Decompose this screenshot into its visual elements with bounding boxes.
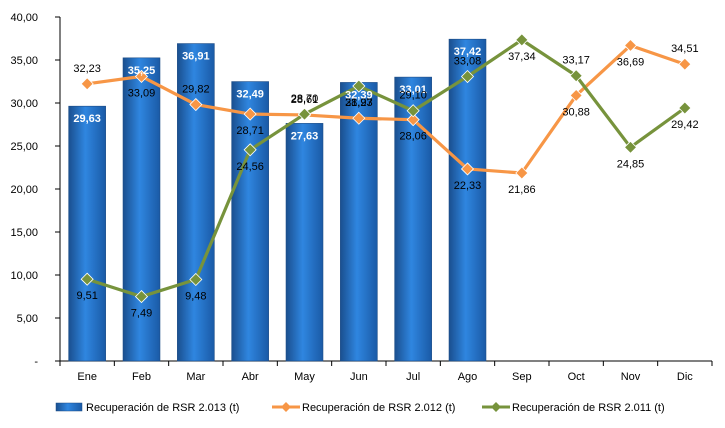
series-2012-marker	[189, 97, 203, 112]
series-2012-data-label: 29,82	[182, 84, 210, 96]
x-tick-label: May	[294, 371, 315, 383]
series-2012-marker	[678, 57, 692, 71]
series-2012-data-label: 33,09	[128, 87, 156, 99]
series-2011-data-label: 31,97	[345, 97, 373, 109]
x-tick-label: Ene	[77, 371, 97, 383]
series-2012-data-label: 36,69	[617, 56, 645, 68]
y-tick-label: 20,00	[10, 184, 38, 196]
series-2011-data-label: 24,85	[617, 158, 645, 170]
series-2011-marker	[623, 140, 638, 154]
series-2011-data-label: 29,42	[671, 119, 699, 131]
bar-series	[68, 38, 487, 362]
series-2012-data-label: 34,51	[671, 43, 699, 55]
series-2011-marker	[297, 107, 312, 121]
series-2012-marker	[515, 166, 529, 180]
series-2011-data-label: 9,48	[185, 290, 206, 302]
x-tick-label: Abr	[242, 371, 259, 383]
x-tick-label: Ago	[458, 371, 478, 383]
series-2011-marker	[678, 101, 692, 115]
x-tick-label: Jun	[350, 371, 368, 383]
series-2012-data-label: 28,61	[291, 94, 319, 106]
bar	[68, 105, 106, 362]
legend-swatch-marker	[281, 402, 291, 412]
y-tick-label: 10,00	[10, 270, 38, 282]
series-2012-marker	[80, 77, 94, 91]
legend-swatch-marker	[491, 402, 501, 412]
bar	[231, 81, 269, 362]
series-2011-marker	[80, 272, 94, 286]
series-2011-marker	[352, 79, 366, 93]
x-axis: Ene Feb Mar Abr May Jun Jul Ago Sep Oct Nov Dic	[59, 360, 713, 383]
series-2012-marker	[243, 107, 257, 121]
bar-data-label: 35,25	[128, 65, 156, 77]
x-tick-label: Feb	[132, 371, 151, 383]
series-2012-data-label: 28,06	[399, 131, 427, 143]
series-2011-data-label: 28,70	[291, 93, 319, 105]
series-2011-marker	[243, 143, 257, 157]
x-tick-label: Nov	[621, 371, 641, 383]
legend: Recuperación de RSR 2.013 (t) Recuperació…	[55, 402, 665, 414]
x-tick-label: Mar	[186, 371, 205, 383]
series-2012-data-label: 28,23	[345, 97, 373, 109]
series-2011-marker	[569, 69, 583, 83]
legend-swatch-bar	[55, 402, 83, 412]
series-2011-data-label: 33,17	[562, 55, 590, 67]
series-2012-data-label: 30,88	[562, 106, 590, 118]
bar-data-label: 36,91	[182, 51, 210, 63]
series-2011-marker	[515, 33, 529, 47]
series-2012-marker	[569, 88, 583, 102]
y-tick-label: 15,00	[10, 227, 38, 239]
y-tick-label: 25,00	[10, 141, 38, 153]
data-labels: 29,63 35,25 36,91 32,49 27,63 32,39 33,01 37,42…	[73, 43, 698, 319]
series-2012-data-label: 21,86	[508, 184, 536, 196]
series-2012-marker	[352, 111, 366, 125]
series-2011-data-label: 37,34	[508, 51, 536, 63]
series-2011-data-label: 7,49	[131, 308, 152, 320]
x-tick-label: Jul	[406, 371, 420, 383]
series-2012-marker	[134, 69, 149, 83]
bar	[285, 123, 324, 362]
series-2011-marker	[406, 104, 420, 118]
series-2011-marker	[460, 69, 475, 84]
legend-label: Recuperación de RSR 2.013 (t)	[86, 402, 239, 414]
x-tick-label: Sep	[512, 371, 532, 383]
series-2012-marker	[623, 38, 638, 53]
bar	[122, 57, 161, 362]
bar-data-label: 32,39	[345, 89, 373, 101]
series-2011-line	[86, 38, 686, 299]
series-2011-data-label: 33,08	[454, 56, 482, 68]
y-tick-label: 35,00	[10, 55, 38, 67]
x-tick-label: Dic	[677, 371, 693, 383]
bar	[448, 38, 487, 362]
series-2012-data-label: 32,23	[73, 63, 101, 75]
legend-label: Recuperación de RSR 2.011 (t)	[512, 402, 665, 414]
x-tick-label: Oct	[568, 371, 585, 383]
bar-data-label: 37,42	[454, 46, 482, 58]
y-tick-label: 30,00	[10, 98, 38, 110]
bar-data-label: 33,01	[399, 84, 427, 96]
series-2011-marker	[134, 290, 149, 304]
series-2011-data-label: 29,10	[399, 90, 427, 102]
y-tick-label: 40,00	[10, 12, 38, 24]
series-2012-marker	[406, 113, 420, 127]
y-tick-label: -	[34, 356, 38, 368]
series-2011-data-label: 9,51	[76, 290, 97, 302]
legend-label: Recuperación de RSR 2.012 (t)	[302, 402, 455, 414]
y-tick-label: 5,00	[17, 313, 38, 325]
bar-data-label: 32,49	[236, 89, 264, 101]
bar-data-label: 27,63	[291, 130, 319, 142]
series-2012-data-label: 28,71	[236, 125, 264, 137]
series-2011-marker	[189, 272, 203, 287]
series-2012-marker	[460, 162, 475, 176]
series-2012-line	[86, 43, 686, 175]
line-series	[80, 33, 692, 304]
bar-data-label: 29,63	[73, 113, 101, 125]
bar	[340, 82, 378, 362]
y-axis: - 5,00 10,00 15,00 20,00 25,00 30,00 35,00 40,00	[10, 12, 61, 368]
series-2011-data-label: 24,56	[236, 161, 264, 173]
series-2012-data-label: 22,33	[454, 180, 482, 192]
